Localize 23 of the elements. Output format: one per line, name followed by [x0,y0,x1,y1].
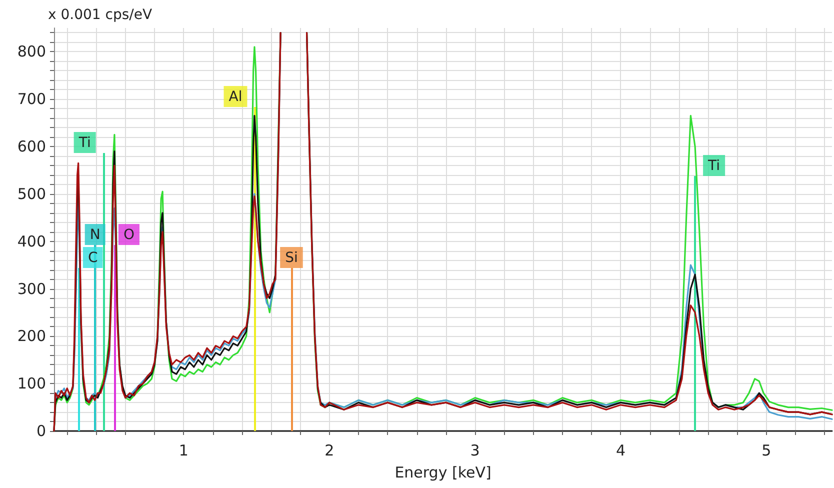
ref-line-label: C [88,250,98,266]
y-tick-label: 700 [17,90,46,108]
ref-line-label: O [123,227,134,243]
y-axis-title: x 0.001 cps/eV [48,7,152,23]
y-tick-label: 100 [17,374,46,393]
ref-line-label: Ti [707,158,720,174]
x-tick-label: 2 [324,442,334,460]
y-tick-label: 800 [17,42,46,61]
ref-line-label: Ti [78,135,91,151]
y-tick-label: 400 [17,232,46,250]
x-tick-label: 1 [178,442,188,460]
ref-line-label: Al [228,89,242,105]
y-tick-label: 300 [17,280,46,298]
x-tick-label: 5 [762,442,772,460]
ref-line-label: Si [285,250,298,266]
y-tick-label: 600 [17,138,46,156]
x-axis-title: Energy [keV] [394,464,492,482]
x-tick-label: 3 [470,442,480,460]
y-tick-label: 200 [17,327,46,346]
ref-line-label: N [90,227,100,243]
x-tick-label: 4 [616,442,626,460]
y-tick-label: 500 [17,184,46,203]
y-tick-label: 0 [36,422,46,440]
